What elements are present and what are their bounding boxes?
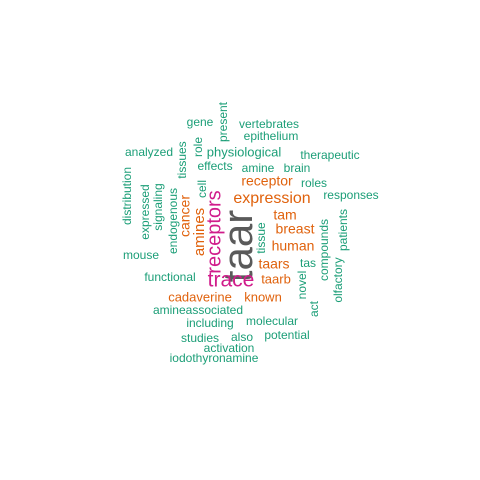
word-human: human [272, 238, 315, 254]
word-cell: cell [195, 180, 209, 198]
word-brain: brain [284, 161, 311, 175]
word-tas: tas [300, 256, 316, 270]
word-compounds: compounds [317, 219, 331, 281]
word-expressed: expressed [138, 184, 152, 239]
word-therapeutic: therapeutic [300, 148, 359, 162]
word-expression: expression [233, 190, 310, 207]
word-cadaverine: cadaverine [168, 289, 232, 304]
word-potential: potential [264, 328, 309, 342]
word-endogenous: endogenous [166, 188, 180, 254]
word-vertebrates: vertebrates [239, 117, 299, 131]
word-physiological: physiological [207, 144, 282, 159]
word-activation: activation [204, 341, 255, 355]
word-taars: taars [258, 256, 289, 272]
word-analyzed: analyzed [125, 145, 173, 159]
word-tam: tam [273, 207, 296, 223]
word-including: including [186, 316, 233, 330]
word-mouse: mouse [123, 248, 159, 262]
word-novel: novel [295, 271, 309, 300]
word-iodothyronamine: iodothyronamine [170, 351, 259, 365]
word-roles: roles [301, 176, 327, 190]
word-signaling: signaling [151, 183, 165, 230]
word-tissues: tissues [175, 141, 189, 178]
word-molecular: molecular [246, 314, 298, 328]
word-taar: taar [214, 210, 261, 282]
word-present: present [216, 101, 230, 142]
word-amineassociated: amineassociated [153, 303, 243, 317]
word-known: known [244, 289, 282, 304]
word-distribution: distribution [120, 167, 134, 225]
word-trace: trace [208, 269, 255, 292]
word-tissue: tissue [254, 222, 268, 254]
word-responses: responses [323, 188, 378, 202]
word-functional: functional [144, 270, 195, 284]
word-olfactory: olfactory [331, 257, 345, 302]
word-also: also [231, 330, 253, 344]
word-amines: amines [191, 208, 208, 256]
word-taarb: taarb [261, 271, 291, 286]
word-act: act [307, 300, 321, 317]
word-gene: gene [187, 115, 214, 129]
word-effects: effects [197, 159, 232, 173]
word-epithelium: epithelium [244, 129, 299, 143]
word-studies: studies [181, 331, 219, 345]
word-role: role [191, 137, 205, 157]
word-cancer: cancer [177, 195, 193, 237]
word-receptor: receptor [241, 173, 293, 189]
word-breast: breast [276, 221, 315, 237]
word-receptors: receptors [203, 190, 225, 273]
word-amine: amine [242, 161, 275, 175]
word-patients: patients [336, 209, 350, 251]
